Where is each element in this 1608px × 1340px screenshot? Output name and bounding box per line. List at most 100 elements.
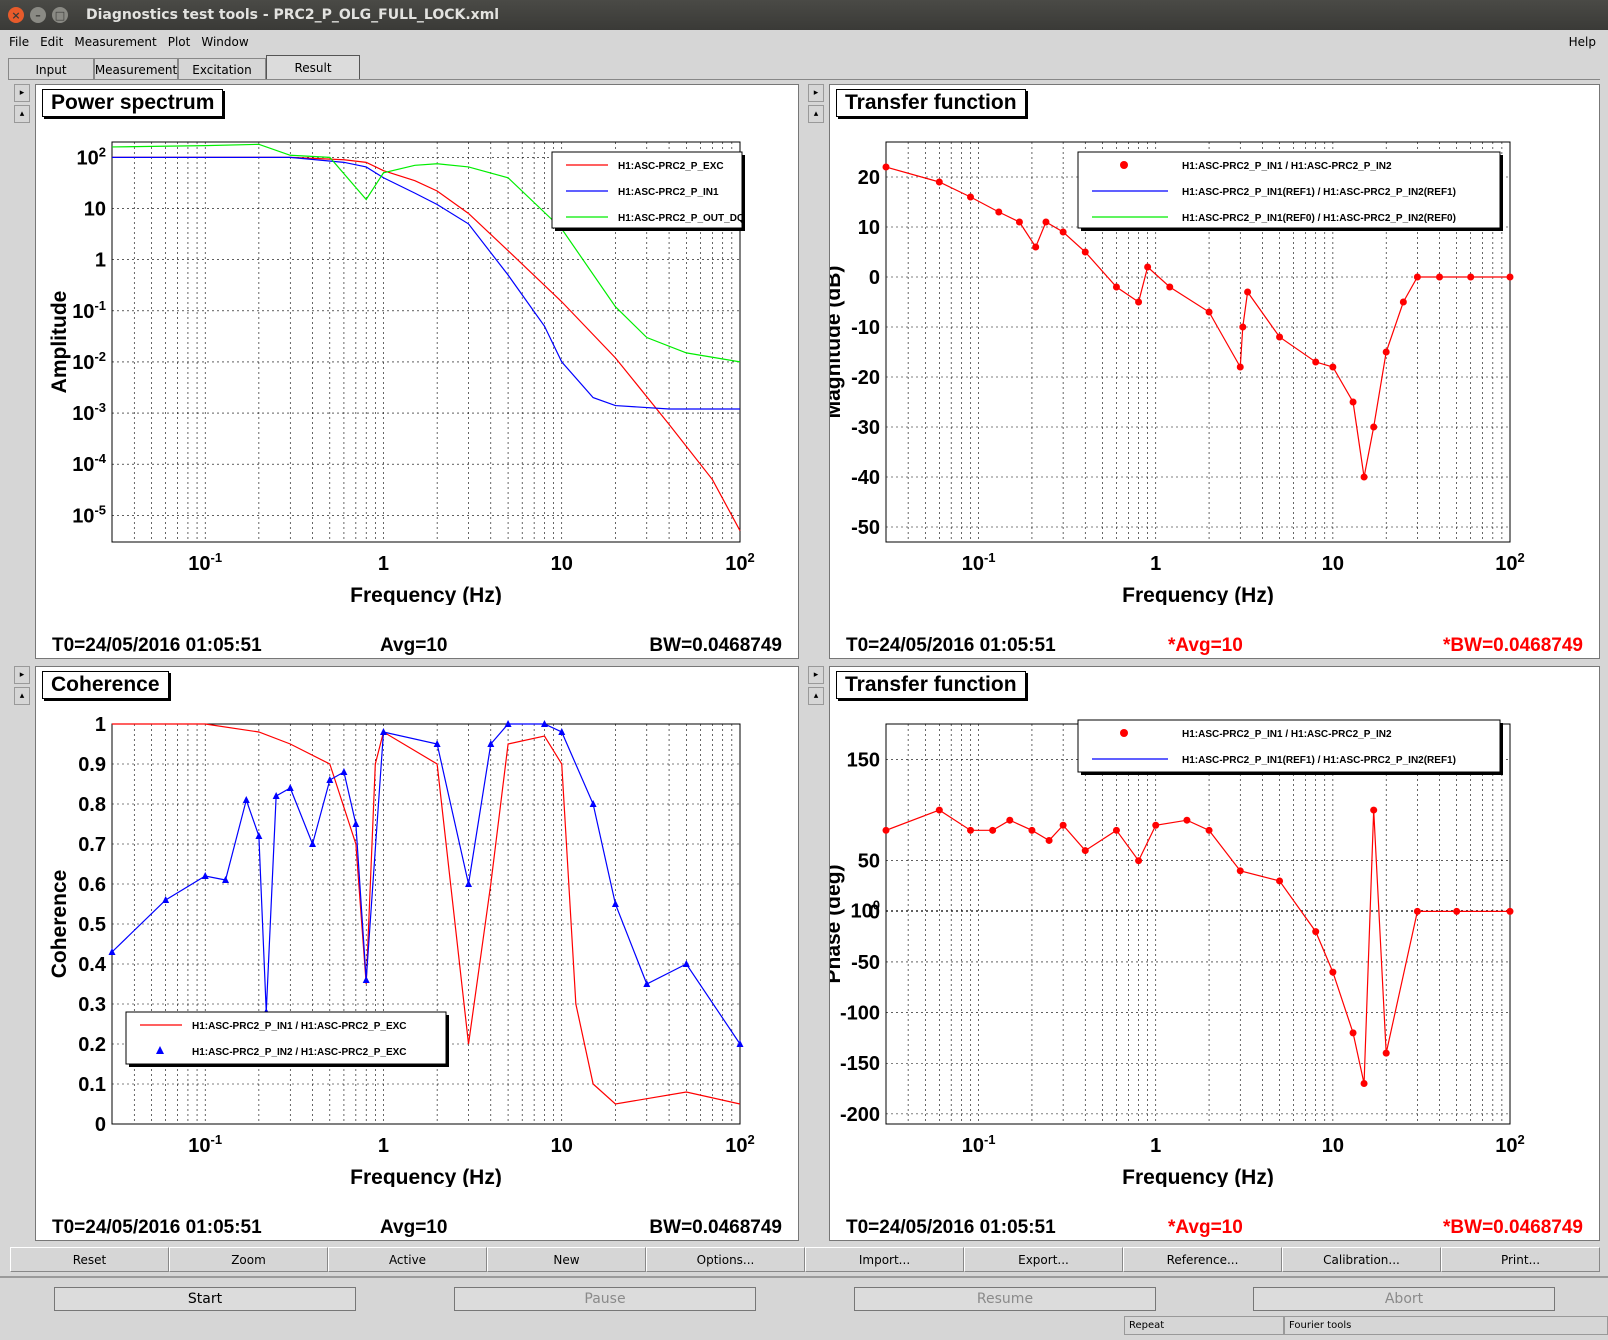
panel-collapse-icon[interactable]: ▴ (808, 105, 824, 123)
panel-expand-icon[interactable]: ▸ (14, 666, 30, 684)
start-button[interactable]: Start (54, 1287, 356, 1311)
transfer-magnitude-plot[interactable]: 10-1 1 10 102 20 10 0 -10 -20 -30 -40 -50 Frequency … (822, 85, 1599, 607)
avg-label: Avg=10 (380, 1217, 448, 1238)
data-point (1112, 826, 1120, 834)
panel-expand-icon[interactable]: ▸ (14, 84, 30, 102)
data-point (589, 800, 597, 807)
print-button[interactable]: Print... (1441, 1247, 1600, 1272)
plot-toolbar: Reset Zoom Active New Options... Import.… (10, 1247, 1600, 1272)
panel-collapse-icon[interactable]: ▴ (808, 687, 824, 705)
new-button[interactable]: New (487, 1247, 646, 1272)
y-tick-label: -50 (851, 517, 880, 539)
close-icon[interactable]: × (8, 7, 24, 23)
pause-button[interactable]: Pause (454, 1287, 756, 1311)
reset-button[interactable]: Reset (10, 1247, 169, 1272)
tab-measurement[interactable]: Measurement (94, 58, 178, 80)
menu-help[interactable]: Help (1568, 35, 1596, 49)
x-axis-label: Frequency (Hz) (350, 584, 502, 605)
x-tick-label: 10 (551, 1135, 573, 1157)
power-spectrum-plot[interactable]: 10-1 1 10 102 102 10 1 10-1 10-2 10-3 10-4 10-5 Freq… (36, 85, 798, 607)
data-point (1506, 907, 1514, 915)
menu-file[interactable]: File (9, 35, 30, 49)
data-point (995, 208, 1003, 216)
legend: H1:ASC-PRC2_P_IN1 / H1:ASC-PRC2_P_IN2 H1:… (1077, 151, 1503, 231)
legend-entry: H1:ASC-PRC2_P_IN1 / H1:ASC-PRC2_P_IN2 (1182, 729, 1392, 740)
y-axis-label: Amplitude (48, 291, 71, 394)
legend-entry: H1:ASC-PRC2_P_IN2 / H1:ASC-PRC2_P_EXC (192, 1047, 407, 1058)
panel-expand-icon[interactable]: ▸ (808, 84, 824, 102)
data-point (108, 948, 116, 955)
data-point (1166, 283, 1174, 291)
panel-title: Transfer function (836, 89, 1026, 117)
data-point (1205, 308, 1213, 316)
data-point (1360, 1079, 1368, 1087)
x-tick-label: 102 (725, 1132, 754, 1157)
plot-frame (111, 723, 741, 1125)
minimize-icon[interactable]: – (30, 7, 46, 23)
legend-entry: H1:ASC-PRC2_P_IN1 / H1:ASC-PRC2_P_IN2 (1182, 161, 1392, 172)
menu-edit[interactable]: Edit (40, 35, 64, 49)
transfer-phase-plot[interactable]: 10-1 1 10 102 150 100 50 0 -50 -100 -150 -200 Freque… (822, 667, 1599, 1189)
power-spectrum-panel[interactable]: 10-1 1 10 102 102 10 1 10-1 10-2 10-3 10-4 10-5 Freq… (35, 84, 799, 659)
data-point (1360, 473, 1368, 481)
bw-label: BW=0.0468749 (649, 635, 782, 656)
data-point (1413, 907, 1421, 915)
x-tick-label: 102 (1495, 550, 1524, 575)
tab-result[interactable]: Result (266, 55, 360, 79)
menu-plot[interactable]: Plot (167, 35, 191, 49)
options-button[interactable]: Options... (646, 1247, 805, 1272)
data-point (1370, 423, 1378, 431)
menu-window[interactable]: Window (201, 35, 249, 49)
legend-marker (156, 1046, 164, 1054)
legend-entry: H1:ASC-PRC2_P_IN1 (618, 187, 719, 198)
panel-3-controls: ▸ ▴ (14, 666, 32, 708)
data-point (1015, 218, 1023, 226)
y-tick-label: 20 (858, 167, 880, 189)
panel-4-controls: ▸ ▴ (808, 666, 826, 708)
maximize-icon[interactable]: □ (52, 7, 68, 23)
window-title: Diagnostics test tools - PRC2_P_OLG_FULL… (86, 7, 500, 23)
data-point (362, 976, 370, 983)
legend-entry: H1:ASC-PRC2_P_IN1(REF0) / H1:ASC-PRC2_P_… (1182, 213, 1456, 224)
y-tick-label: 0 (95, 1114, 106, 1136)
data-point (272, 792, 280, 799)
tab-excitation[interactable]: Excitation (178, 58, 266, 80)
data-point (1045, 836, 1053, 844)
transfer-magnitude-panel[interactable]: 10-1 1 10 102 20 10 0 -10 -20 -30 -40 -50 Frequency … (822, 84, 1600, 659)
legend-box (1077, 719, 1501, 773)
coherence-plot[interactable]: 10-1 1 10 102 1 0.9 0.8 0.7 0.6 0.5 0.4 0.3 0.2 0.1 0 F… (36, 667, 798, 1189)
abort-button[interactable]: Abort (1253, 1287, 1555, 1311)
tab-input[interactable]: Input (8, 58, 94, 80)
x-tick-label: 102 (1495, 1132, 1524, 1157)
data-point (1059, 821, 1067, 829)
x-tick-label: 10 (1322, 1135, 1344, 1157)
reference-button[interactable]: Reference... (1123, 1247, 1282, 1272)
panel-collapse-icon[interactable]: ▴ (14, 687, 30, 705)
x-tick-label: 1 (378, 1135, 389, 1157)
resume-button[interactable]: Resume (854, 1287, 1156, 1311)
data-point (1135, 298, 1143, 306)
series-line (111, 723, 741, 1045)
data-point (1006, 816, 1014, 824)
menu-measurement[interactable]: Measurement (74, 35, 157, 49)
data-point (1506, 273, 1514, 281)
data-point (967, 193, 975, 201)
data-point (1236, 867, 1244, 875)
transfer-phase-panel[interactable]: 10-1 1 10 102 150 100 50 0 -50 -100 -150 -200 Freque… (822, 666, 1600, 1241)
data-point (1135, 857, 1143, 865)
data-point (1276, 877, 1284, 885)
import-button[interactable]: Import... (805, 1247, 964, 1272)
x-tick-label: 10-1 (962, 1132, 996, 1157)
status-spacer (0, 1316, 1124, 1335)
zoom-button[interactable]: Zoom (169, 1247, 328, 1272)
calibration-button[interactable]: Calibration... (1282, 1247, 1441, 1272)
data-point (1244, 288, 1252, 296)
data-point (286, 784, 294, 791)
panel-expand-icon[interactable]: ▸ (808, 666, 824, 684)
coherence-panel[interactable]: 10-1 1 10 102 1 0.9 0.8 0.7 0.6 0.5 0.4 0.3 0.2 0.1 0 F… (35, 666, 799, 1241)
grid (885, 724, 1511, 1124)
data-point (487, 740, 495, 747)
active-button[interactable]: Active (328, 1247, 487, 1272)
panel-collapse-icon[interactable]: ▴ (14, 105, 30, 123)
export-button[interactable]: Export... (964, 1247, 1123, 1272)
